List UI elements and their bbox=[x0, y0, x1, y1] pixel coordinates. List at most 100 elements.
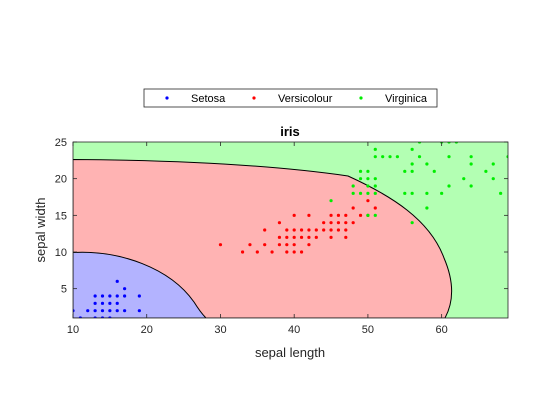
legend-marker bbox=[359, 96, 363, 100]
data-point bbox=[137, 309, 141, 313]
data-point bbox=[137, 294, 141, 298]
data-point bbox=[285, 228, 289, 232]
data-point bbox=[469, 184, 473, 188]
data-point bbox=[373, 206, 377, 210]
data-point bbox=[93, 294, 97, 298]
data-point bbox=[447, 155, 451, 159]
data-point bbox=[425, 206, 429, 210]
data-point bbox=[351, 191, 355, 195]
data-point bbox=[123, 294, 127, 298]
legend: Setosa Versicolour Virginica bbox=[143, 88, 438, 108]
data-point bbox=[263, 228, 267, 232]
data-point bbox=[248, 243, 252, 247]
data-point bbox=[307, 228, 311, 232]
axis-ticks: 10 20 30 40 50 60 5 10 15 20 25 bbox=[55, 137, 508, 336]
data-point bbox=[240, 250, 245, 254]
data-point bbox=[344, 221, 348, 225]
data-point bbox=[410, 147, 414, 151]
data-point bbox=[285, 235, 289, 239]
legend-marker bbox=[165, 96, 169, 100]
data-point bbox=[336, 221, 341, 225]
data-point bbox=[344, 228, 348, 232]
data-point bbox=[108, 309, 112, 313]
legend-marker bbox=[252, 96, 256, 100]
data-point bbox=[425, 162, 429, 166]
data-point bbox=[292, 250, 296, 254]
data-point bbox=[299, 235, 304, 239]
data-point bbox=[432, 169, 436, 173]
data-point bbox=[108, 301, 112, 305]
data-point bbox=[469, 162, 473, 166]
x-tick-label: 60 bbox=[436, 324, 448, 336]
data-point bbox=[329, 213, 333, 217]
data-point bbox=[388, 155, 392, 159]
data-point bbox=[358, 169, 363, 173]
legend-label: Versicolour bbox=[278, 93, 333, 105]
data-point bbox=[292, 213, 296, 217]
data-point bbox=[358, 213, 363, 217]
data-point bbox=[366, 213, 370, 217]
legend-item-versicolour: Versicolour bbox=[252, 93, 333, 105]
data-point bbox=[314, 228, 318, 232]
data-point bbox=[108, 294, 112, 298]
data-point bbox=[336, 213, 341, 217]
data-point bbox=[322, 228, 326, 232]
series-virginica bbox=[329, 142, 508, 225]
data-point bbox=[270, 250, 274, 254]
data-point bbox=[336, 228, 341, 232]
data-point bbox=[447, 184, 451, 188]
data-point bbox=[277, 235, 282, 239]
series-versicolour bbox=[218, 199, 377, 254]
legend-item-setosa: Setosa bbox=[165, 93, 226, 105]
data-point bbox=[358, 191, 363, 195]
data-point bbox=[277, 221, 282, 225]
legend-label: Setosa bbox=[191, 93, 226, 105]
data-point bbox=[440, 191, 444, 195]
data-point bbox=[491, 162, 495, 166]
data-point bbox=[366, 191, 370, 195]
data-point bbox=[462, 177, 466, 181]
data-point bbox=[307, 235, 311, 239]
data-point bbox=[344, 213, 348, 217]
data-point bbox=[425, 191, 429, 195]
x-axis-label: sepal length bbox=[255, 345, 325, 360]
data-point bbox=[366, 177, 370, 181]
data-point bbox=[366, 184, 370, 188]
data-point bbox=[410, 191, 414, 195]
data-point bbox=[123, 287, 127, 291]
decision-regions bbox=[73, 142, 508, 318]
data-point bbox=[329, 199, 333, 203]
data-point bbox=[115, 301, 119, 305]
chart-title: iris bbox=[280, 124, 300, 139]
data-point bbox=[344, 235, 348, 239]
data-point bbox=[86, 309, 90, 313]
data-point bbox=[403, 191, 407, 195]
data-point bbox=[299, 250, 304, 254]
data-point bbox=[285, 250, 289, 254]
data-point bbox=[299, 228, 304, 232]
data-point bbox=[115, 279, 119, 283]
legend-box bbox=[143, 88, 438, 108]
x-tick-label: 50 bbox=[362, 324, 374, 336]
data-point bbox=[115, 309, 119, 313]
data-point bbox=[373, 191, 377, 195]
y-tick-label: 10 bbox=[55, 247, 67, 259]
y-tick-label: 15 bbox=[55, 210, 67, 222]
legend-item-virginica: Virginica bbox=[359, 93, 428, 105]
data-point bbox=[373, 184, 377, 188]
data-point bbox=[410, 221, 414, 225]
data-point bbox=[484, 169, 488, 173]
data-point bbox=[100, 301, 105, 305]
data-points bbox=[73, 142, 508, 318]
data-point bbox=[285, 243, 289, 247]
data-point bbox=[499, 191, 503, 195]
data-point bbox=[329, 221, 333, 225]
data-point bbox=[410, 169, 414, 173]
x-tick-label: 30 bbox=[214, 324, 226, 336]
data-point bbox=[366, 199, 370, 203]
y-tick-label: 5 bbox=[61, 284, 67, 296]
data-point bbox=[307, 243, 311, 247]
data-point bbox=[329, 228, 333, 232]
